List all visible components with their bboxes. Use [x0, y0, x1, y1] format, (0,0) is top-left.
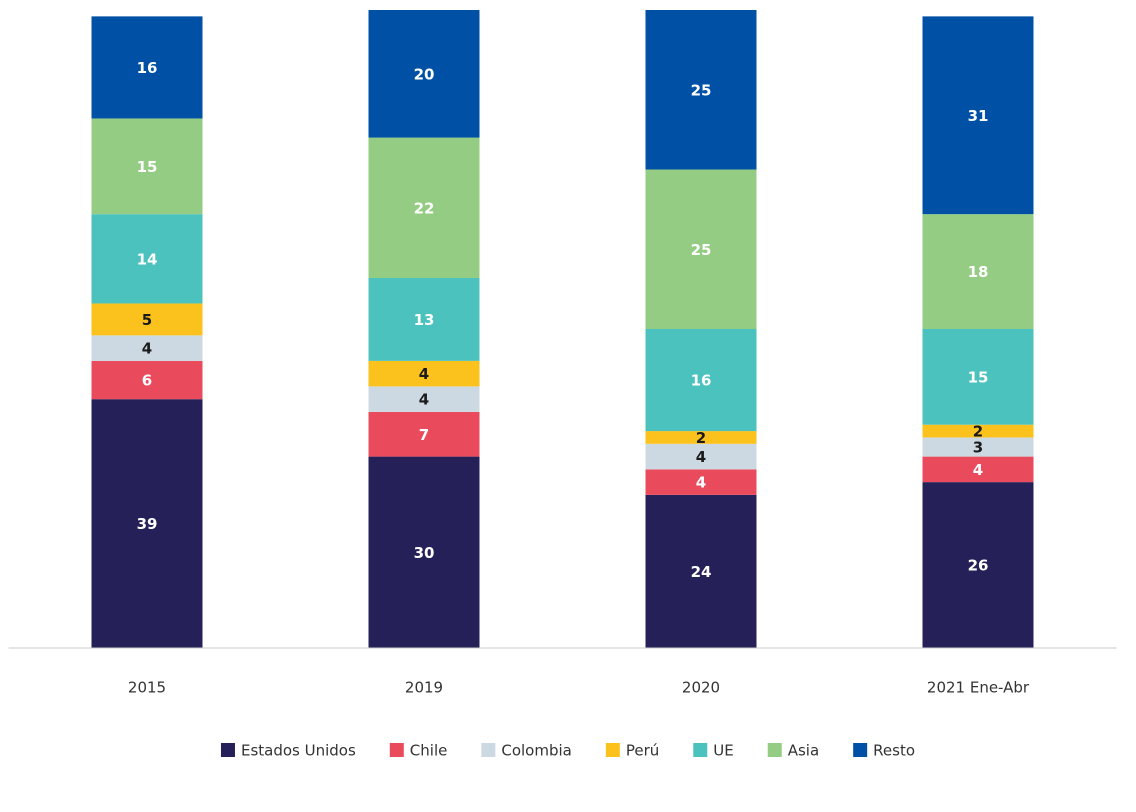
bar-segment	[368, 360, 480, 387]
bar-segment	[91, 16, 203, 119]
bar-segment	[91, 303, 203, 336]
bar-segment	[645, 469, 757, 495]
data-label: 25	[691, 81, 712, 99]
data-label: 2	[696, 429, 706, 447]
data-label: 16	[691, 372, 712, 390]
legend-swatch	[767, 743, 782, 757]
data-label: 5	[142, 311, 152, 329]
data-label: 2	[973, 423, 983, 441]
data-label: 6	[142, 372, 152, 390]
legend-swatch	[853, 743, 868, 757]
legend-label: Asia	[788, 742, 819, 760]
legend-swatch	[220, 743, 235, 757]
data-label: 3	[973, 439, 983, 457]
data-label: 7	[419, 426, 429, 444]
legend-label: Colombia	[501, 742, 572, 760]
x-tick-label: 2019	[405, 679, 443, 697]
bar-segment	[922, 456, 1034, 483]
x-tick-label: 2021 Ene-Abr	[927, 679, 1030, 697]
legend-label: Estados Unidos	[241, 742, 356, 760]
legend-label: Resto	[873, 742, 915, 760]
legend-label: UE	[713, 742, 733, 760]
bar-segment	[91, 118, 203, 215]
legend-label: Chile	[410, 742, 448, 760]
bar-segment	[922, 16, 1034, 215]
bar-segment	[645, 431, 757, 444]
bar-segment	[922, 437, 1034, 457]
bar-segment	[91, 335, 203, 361]
x-tick-label: 2015	[128, 679, 166, 697]
data-label: 26	[968, 557, 989, 575]
data-label: 13	[414, 311, 435, 329]
bar-segment	[368, 456, 480, 648]
data-label: 4	[419, 365, 429, 383]
bar-segment	[922, 214, 1034, 329]
data-label: 18	[968, 263, 989, 281]
bar-segment	[368, 277, 480, 361]
data-label: 24	[691, 563, 712, 581]
data-label: 15	[968, 368, 989, 386]
bar-segment	[91, 360, 203, 400]
data-label: 15	[137, 158, 158, 176]
data-label: 4	[973, 461, 983, 479]
bar-segment	[645, 443, 757, 470]
bar-segment	[645, 494, 757, 648]
bar-segment	[922, 329, 1034, 425]
data-label: 31	[968, 107, 989, 125]
legend-swatch	[481, 743, 496, 757]
legend-swatch	[693, 743, 708, 757]
bar-segment	[922, 424, 1034, 438]
bar-segment	[91, 214, 203, 304]
data-label: 4	[696, 474, 706, 492]
bar-segment	[645, 329, 757, 432]
bar-segment	[368, 411, 480, 457]
bar-segment	[91, 399, 203, 648]
legend-swatch	[389, 743, 404, 757]
x-tick-label: 2020	[682, 679, 720, 697]
data-label: 4	[696, 448, 706, 466]
bar-segment	[645, 10, 757, 170]
legend: Estados Unidos Chile Colombia Perú UE Asia Res…	[220, 742, 915, 760]
bar-segment	[645, 169, 757, 329]
data-label: 39	[137, 515, 158, 533]
legend-label: Perú	[626, 742, 659, 760]
bar-segment	[368, 386, 480, 412]
data-label: 20	[414, 65, 435, 83]
data-label: 4	[419, 391, 429, 409]
data-label: 30	[414, 544, 435, 562]
data-label: 16	[137, 59, 158, 77]
data-label: 4	[142, 340, 152, 358]
bar-segment	[368, 10, 480, 138]
legend-swatch	[605, 743, 620, 757]
bar-segment	[368, 137, 480, 278]
data-label: 22	[414, 199, 435, 217]
data-label: 14	[137, 250, 158, 268]
bar-segment	[922, 482, 1034, 648]
data-label: 25	[691, 241, 712, 259]
